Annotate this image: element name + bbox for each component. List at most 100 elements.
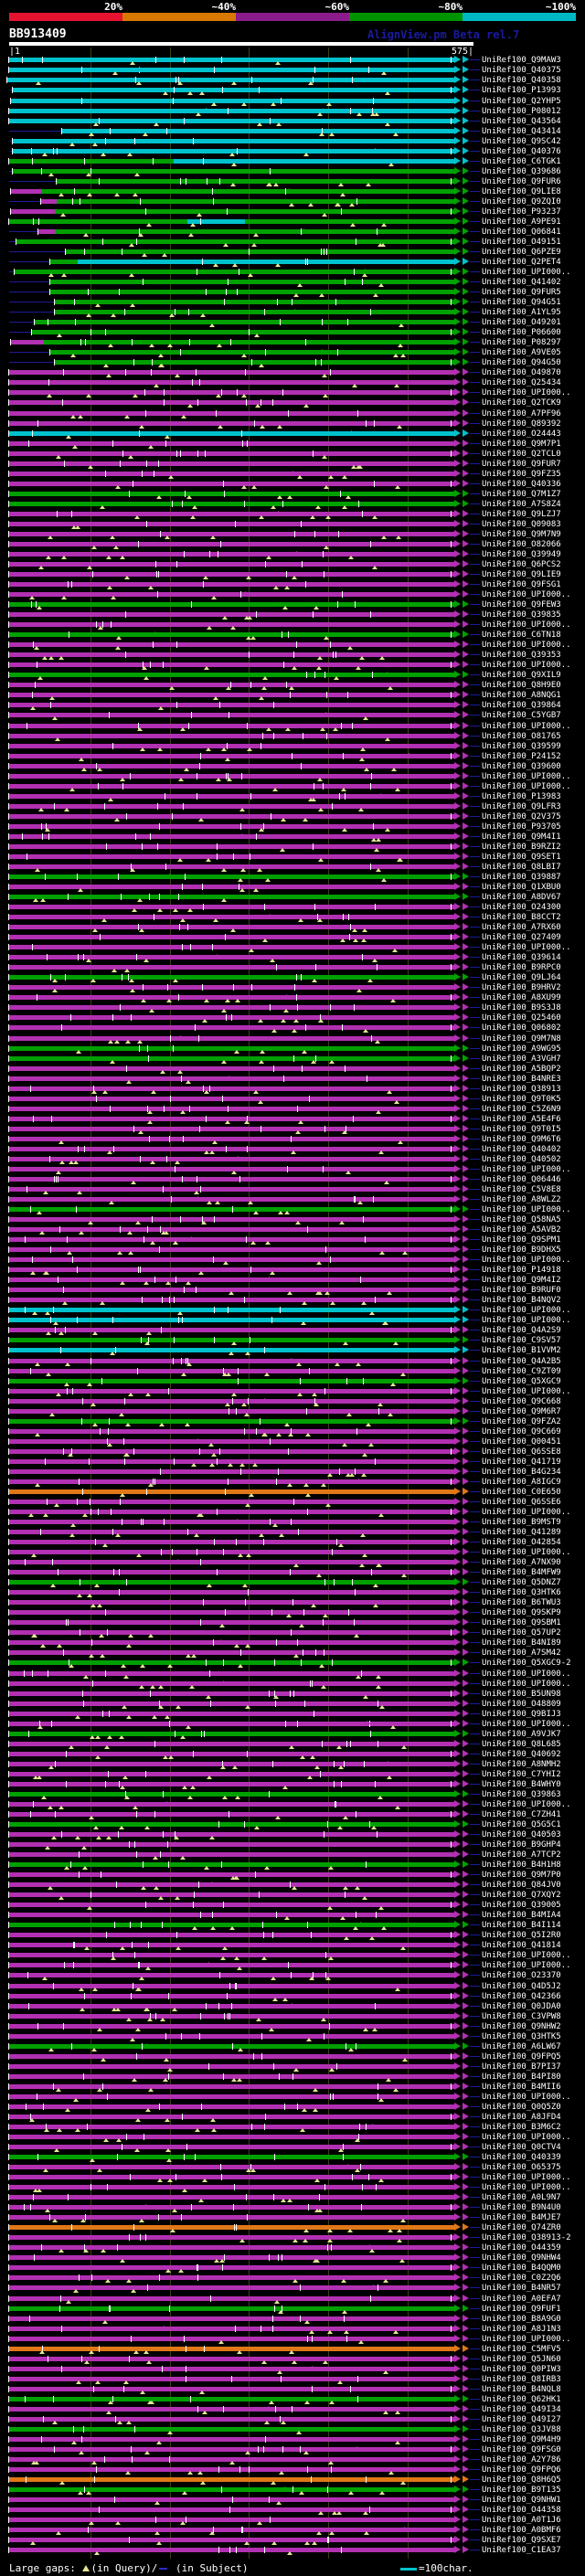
row-label[interactable]: UniRef100_Q3HTK5 — [482, 2032, 561, 2041]
alignment-row[interactable]: UniRef100_C5Z6N9 — [0, 1104, 585, 1114]
row-label[interactable]: UniRef100_Q9FUF1 — [482, 2305, 561, 2314]
alignment-row[interactable]: UniRef100_Q43414 — [0, 126, 585, 136]
row-label[interactable]: UniRef100_Q9NHW2 — [482, 2022, 561, 2031]
row-label[interactable]: UniRef100_A7RX60 — [482, 923, 561, 932]
row-label[interactable]: UniRef100_B9RPC0 — [482, 963, 561, 972]
alignment-row[interactable]: UniRef100_C3VPW8 — [0, 2011, 585, 2021]
row-label[interactable]: UniRef100_P13983 — [482, 792, 561, 801]
alignment-row[interactable]: UniRef100_Q8LBI7 — [0, 862, 585, 872]
row-label[interactable]: UniRef100_Q9M4I1 — [482, 832, 561, 842]
row-label[interactable]: UniRef100_Q06841 — [482, 228, 561, 237]
row-label[interactable]: UniRef100_B4NQV2 — [482, 1296, 561, 1305]
row-label[interactable]: UniRef100_Q9M4H9 — [482, 2435, 561, 2444]
alignment-row[interactable]: UniRef100_UPI000.. — [0, 771, 585, 781]
row-label[interactable]: UniRef100_Q39887 — [482, 873, 561, 882]
alignment-row[interactable]: UniRef100_O49151 — [0, 237, 585, 247]
alignment-row[interactable]: UniRef100_Q9FPQ5 — [0, 2051, 585, 2062]
alignment-row[interactable]: UniRef100_B6TWU3 — [0, 1597, 585, 1607]
alignment-row[interactable]: UniRef100_O24300 — [0, 902, 585, 912]
alignment-row[interactable]: UniRef100_O42854 — [0, 1537, 585, 1547]
alignment-row[interactable]: UniRef100_Q0JDA0 — [0, 2001, 585, 2011]
row-label[interactable]: UniRef100_C9SV57 — [482, 1336, 561, 1345]
row-label[interactable]: UniRef100_UPI000.. — [482, 641, 571, 650]
alignment-row[interactable]: UniRef100_B4QQM0 — [0, 2263, 585, 2273]
row-label[interactable]: UniRef100_B9HRV2 — [482, 983, 561, 992]
alignment-row[interactable]: UniRef100_A9WG95 — [0, 1044, 585, 1054]
row-label[interactable]: UniRef100_O81765 — [482, 732, 561, 741]
row-label[interactable]: UniRef100_UPI000.. — [482, 2183, 571, 2192]
alignment-row[interactable]: UniRef100_P06600 — [0, 327, 585, 337]
row-label[interactable]: UniRef100_Q9FPQ6 — [482, 2465, 561, 2475]
alignment-row[interactable]: UniRef100_Q57UP2 — [0, 1627, 585, 1638]
row-label[interactable]: UniRef100_A9WG95 — [482, 1044, 561, 1054]
row-label[interactable]: UniRef100_B4NR57 — [482, 2284, 561, 2293]
alignment-row[interactable]: UniRef100_B4NI89 — [0, 1638, 585, 1648]
row-label[interactable]: UniRef100_Q9FEW3 — [482, 600, 561, 610]
alignment-row[interactable]: UniRef100_Q3HTK6 — [0, 1587, 585, 1597]
row-label[interactable]: UniRef100_Q9SC42 — [482, 137, 561, 146]
row-label[interactable]: UniRef100_Q00451 — [482, 1437, 561, 1447]
alignment-row[interactable]: UniRef100_Q9SXE7 — [0, 2535, 585, 2545]
alignment-row[interactable]: UniRef100_UPI000.. — [0, 387, 585, 398]
alignment-row[interactable]: UniRef100_Q5XGC9-2 — [0, 1658, 585, 1668]
row-label[interactable]: UniRef100_Q40358 — [482, 76, 561, 85]
row-label[interactable]: UniRef100_Q2PET4 — [482, 258, 561, 267]
alignment-row[interactable]: UniRef100_Q5JN60 — [0, 2354, 585, 2364]
alignment-row[interactable]: UniRef100_Q9SKP9 — [0, 1607, 585, 1617]
row-label[interactable]: UniRef100_C5MFV5 — [482, 2345, 561, 2354]
row-label[interactable]: UniRef100_UPI000.. — [482, 1680, 571, 1689]
alignment-row[interactable]: UniRef100_P24152 — [0, 751, 585, 761]
row-label[interactable]: UniRef100_Q9M7N9 — [482, 530, 561, 539]
alignment-row[interactable]: UniRef100_Q39864 — [0, 700, 585, 710]
row-label[interactable]: UniRef100_UPI000.. — [482, 1508, 571, 1517]
alignment-row[interactable]: UniRef100_B4WHY0 — [0, 1779, 585, 1789]
alignment-row[interactable]: UniRef100_B9RZI2 — [0, 842, 585, 852]
row-label[interactable]: UniRef100_Q9ZQI0 — [482, 197, 561, 207]
alignment-row[interactable]: UniRef100_C7YHI2 — [0, 1769, 585, 1779]
alignment-row[interactable]: UniRef100_P13993 — [0, 85, 585, 95]
row-label[interactable]: UniRef100_Q0CTV4 — [482, 2143, 561, 2152]
row-label[interactable]: UniRef100_B9MST9 — [482, 1518, 561, 1527]
alignment-row[interactable]: UniRef100_A0EFA7 — [0, 2294, 585, 2304]
alignment-row[interactable]: UniRef100_Q9M7P0 — [0, 1870, 585, 1880]
alignment-row[interactable]: UniRef100_C5V8E8 — [0, 1184, 585, 1194]
row-label[interactable]: UniRef100_Q41814 — [482, 1941, 561, 1950]
alignment-row[interactable]: UniRef100_A7TCP2 — [0, 1850, 585, 1860]
row-label[interactable]: UniRef100_Q39005 — [482, 1901, 561, 1910]
alignment-row[interactable]: UniRef100_P13983 — [0, 791, 585, 801]
alignment-row[interactable]: UniRef100_B4MJE7 — [0, 2212, 585, 2222]
alignment-row[interactable]: UniRef100_UPI000.. — [0, 721, 585, 731]
row-label[interactable]: UniRef100_A7TCP2 — [482, 1850, 561, 1860]
alignment-row[interactable]: UniRef100_B8CCT2 — [0, 912, 585, 922]
row-label[interactable]: UniRef100_Q9T0K5 — [482, 1095, 561, 1104]
row-label[interactable]: UniRef100_B4MJE7 — [482, 2213, 561, 2222]
row-label[interactable]: UniRef100_Q06446 — [482, 1175, 561, 1184]
row-label[interactable]: UniRef100_O44358 — [482, 2506, 561, 2515]
row-label[interactable]: UniRef100_C0E650 — [482, 1488, 561, 1497]
alignment-row[interactable]: UniRef100_B9HRV2 — [0, 982, 585, 992]
row-label[interactable]: UniRef100_A5AVB2 — [482, 1225, 561, 1235]
row-label[interactable]: UniRef100_Q6PCS2 — [482, 560, 561, 569]
row-label[interactable]: UniRef100_Q39353 — [482, 651, 561, 660]
alignment-row[interactable]: UniRef100_Q9FUR7 — [0, 459, 585, 469]
row-label[interactable]: UniRef100_O49201 — [482, 318, 561, 327]
row-label[interactable]: UniRef100_A8NMH2 — [482, 1760, 561, 1769]
row-label[interactable]: UniRef100_UPI000.. — [482, 1961, 571, 1970]
alignment-row[interactable]: UniRef100_UPI000.. — [0, 781, 585, 791]
row-label[interactable]: UniRef100_B4I114 — [482, 1921, 561, 1930]
alignment-row[interactable]: UniRef100_Q9FUR6 — [0, 176, 585, 186]
alignment-row[interactable]: UniRef100_UPI000.. — [0, 1305, 585, 1315]
alignment-row[interactable]: UniRef100_UPI000.. — [0, 1679, 585, 1689]
alignment-row[interactable]: UniRef100_B9RPC0 — [0, 962, 585, 972]
alignment-row[interactable]: UniRef100_Q9XIL9 — [0, 670, 585, 680]
alignment-row[interactable]: UniRef100_Q9FSG0 — [0, 2444, 585, 2454]
alignment-row[interactable]: UniRef100_Q39686 — [0, 166, 585, 176]
row-label[interactable]: UniRef100_Q0Q5Z0 — [482, 2103, 561, 2112]
alignment-row[interactable]: UniRef100_Q9MAW3 — [0, 55, 585, 65]
row-label[interactable]: UniRef100_Q9LIE8 — [482, 187, 561, 196]
alignment-row[interactable]: UniRef100_Q38913-2 — [0, 2232, 585, 2242]
alignment-row[interactable]: UniRef100_Q94G50 — [0, 357, 585, 367]
row-label[interactable]: UniRef100_A7SM42 — [482, 1648, 561, 1658]
alignment-row[interactable]: UniRef100_Q8IRB3 — [0, 2374, 585, 2384]
row-label[interactable]: UniRef100_A8J1N3 — [482, 2325, 561, 2334]
